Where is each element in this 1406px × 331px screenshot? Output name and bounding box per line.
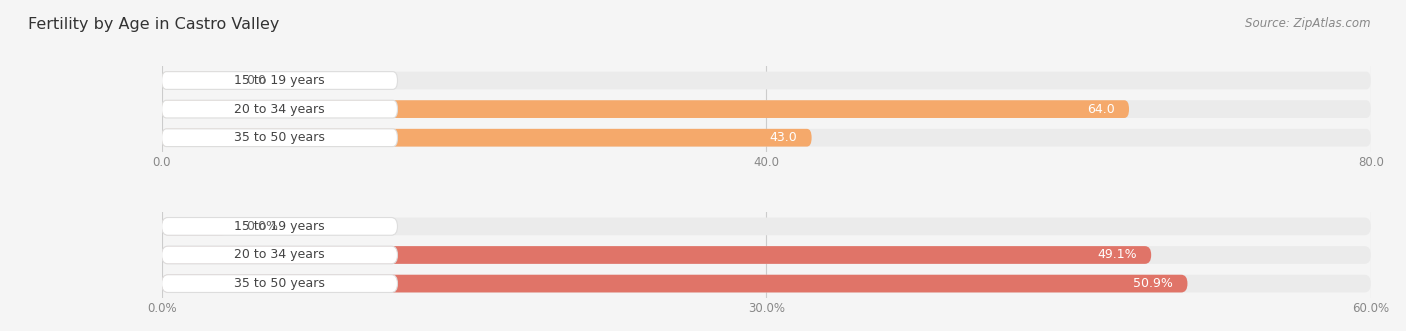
- FancyBboxPatch shape: [162, 100, 1129, 118]
- FancyBboxPatch shape: [162, 129, 398, 147]
- FancyBboxPatch shape: [162, 217, 398, 235]
- Text: Source: ZipAtlas.com: Source: ZipAtlas.com: [1246, 17, 1371, 29]
- Text: 0.0%: 0.0%: [246, 220, 278, 233]
- Text: 43.0: 43.0: [769, 131, 797, 144]
- Text: 20 to 34 years: 20 to 34 years: [235, 103, 325, 116]
- Text: 0.0: 0.0: [246, 74, 266, 87]
- Text: 49.1%: 49.1%: [1097, 249, 1136, 261]
- Text: 20 to 34 years: 20 to 34 years: [235, 249, 325, 261]
- Text: 50.9%: 50.9%: [1133, 277, 1173, 290]
- FancyBboxPatch shape: [162, 100, 1371, 118]
- FancyBboxPatch shape: [162, 100, 398, 118]
- FancyBboxPatch shape: [162, 129, 811, 147]
- FancyBboxPatch shape: [162, 217, 228, 235]
- FancyBboxPatch shape: [162, 246, 398, 264]
- FancyBboxPatch shape: [162, 129, 1371, 147]
- FancyBboxPatch shape: [162, 71, 1371, 89]
- FancyBboxPatch shape: [162, 275, 398, 293]
- Text: 15 to 19 years: 15 to 19 years: [235, 74, 325, 87]
- FancyBboxPatch shape: [162, 246, 1152, 264]
- FancyBboxPatch shape: [162, 275, 1188, 293]
- Text: 35 to 50 years: 35 to 50 years: [235, 131, 325, 144]
- Text: 15 to 19 years: 15 to 19 years: [235, 220, 325, 233]
- Text: Fertility by Age in Castro Valley: Fertility by Age in Castro Valley: [28, 17, 280, 31]
- Text: 35 to 50 years: 35 to 50 years: [235, 277, 325, 290]
- FancyBboxPatch shape: [162, 246, 1371, 264]
- FancyBboxPatch shape: [162, 71, 228, 89]
- FancyBboxPatch shape: [162, 275, 1371, 293]
- FancyBboxPatch shape: [162, 71, 398, 89]
- FancyBboxPatch shape: [162, 217, 1371, 235]
- Text: 64.0: 64.0: [1087, 103, 1115, 116]
